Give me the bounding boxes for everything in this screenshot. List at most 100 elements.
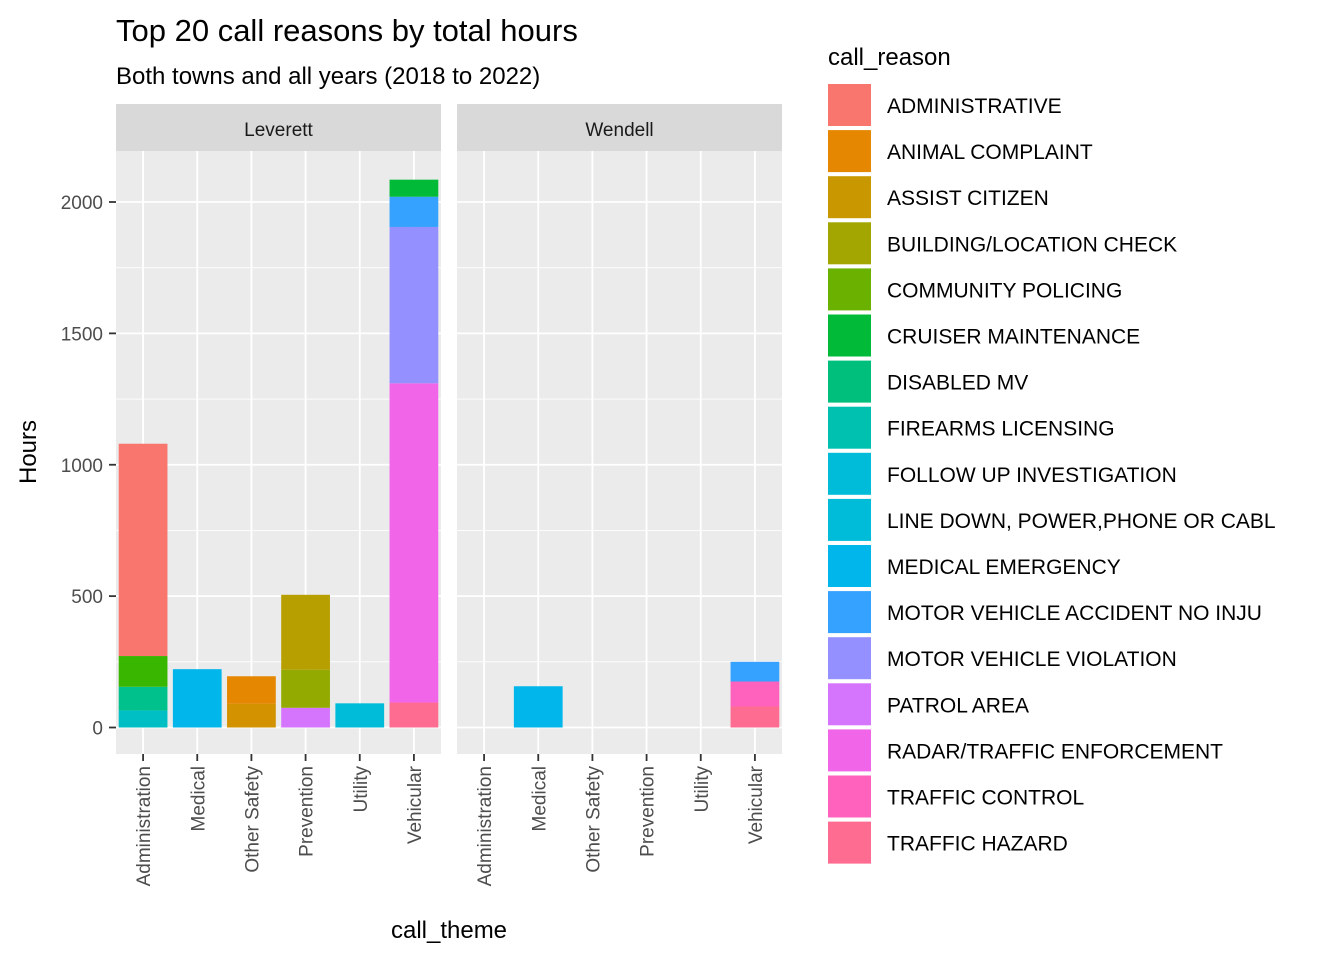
legend-key: [828, 821, 871, 864]
bar-segment: [227, 703, 276, 728]
legend-key: [828, 637, 871, 680]
legend-key: [828, 545, 871, 587]
legend-label: ADMINISTRATIVE: [887, 95, 1062, 118]
legend-item: CRUISER MAINTENANCE: [828, 314, 1140, 357]
bar-segment: [118, 686, 168, 711]
chart-subtitle: Both towns and all years (2018 to 2022): [116, 63, 540, 90]
x-tick-label: Other Safety: [242, 766, 263, 873]
legend-item: FIREARMS LICENSING: [828, 406, 1115, 449]
legend-key: [828, 498, 871, 541]
bar-segment: [172, 669, 222, 728]
x-tick-label: Utility: [692, 766, 713, 813]
legend-label: COMMUNITY POLICING: [887, 279, 1122, 302]
legend-key: [828, 683, 871, 726]
bar-segment: [730, 661, 780, 682]
legend-key: [828, 406, 871, 449]
legend-item: RADAR/TRAFFIC ENFORCEMENT: [828, 729, 1223, 772]
legend-label: FIREARMS LICENSING: [887, 418, 1115, 441]
legend-label: FOLLOW UP INVESTIGATION: [887, 464, 1177, 487]
legend-item: MOTOR VEHICLE ACCIDENT NO INJU: [828, 591, 1262, 634]
y-tick-label: 0: [92, 719, 103, 740]
panel-background: [116, 151, 441, 754]
bar-segment: [389, 196, 439, 227]
legend-label: LINE DOWN, POWER,PHONE OR CABL: [887, 510, 1276, 533]
legend-label: MOTOR VEHICLE VIOLATION: [887, 648, 1177, 671]
bar-segment: [335, 703, 385, 728]
legend-item: LINE DOWN, POWER,PHONE OR CABL: [828, 498, 1276, 541]
bar-segment: [118, 710, 168, 728]
bar-segment: [513, 686, 563, 728]
legend-label: MEDICAL EMERGENCY: [887, 556, 1121, 579]
bar-segment: [389, 179, 439, 197]
legend-label: CRUISER MAINTENANCE: [887, 326, 1140, 349]
y-tick-label: 500: [71, 587, 103, 608]
chart-title: Top 20 call reasons by total hours: [116, 13, 578, 48]
legend-key: [828, 360, 871, 403]
facet-strip: [116, 104, 441, 151]
bar-segment: [281, 594, 330, 670]
legend-key: [828, 176, 871, 219]
legend-key: [828, 222, 871, 265]
legend-item: ANIMAL COMPLAINT: [828, 130, 1093, 173]
bar-segment: [227, 676, 276, 704]
x-tick-label: Prevention: [297, 766, 318, 857]
facet-panels: Leverett Administration Medical Other Safet…: [116, 104, 782, 886]
legend-key: [828, 268, 871, 311]
bar-segment: [118, 443, 168, 657]
legend: ADMINISTRATIVE ANIMAL COMPLAINT ASSIST CIT…: [828, 84, 1276, 864]
legend-key: [828, 729, 871, 772]
legend-label: BUILDING/LOCATION CHECK: [887, 233, 1177, 256]
bar-segment: [389, 702, 439, 728]
bar-segment: [730, 681, 780, 707]
legend-key: [828, 314, 871, 357]
facet-strip: [457, 104, 782, 151]
bar-segment: [281, 669, 330, 708]
bar-segment: [118, 656, 168, 687]
y-tick-label: 1500: [61, 324, 103, 345]
legend-title: call_reason: [828, 44, 951, 71]
x-tick-label: Prevention: [638, 766, 659, 857]
legend-label: RADAR/TRAFFIC ENFORCEMENT: [887, 740, 1223, 763]
x-tick-label: Medical: [529, 766, 550, 831]
y-axis: 0 500 1000 1500 2000: [61, 193, 116, 740]
legend-item: ASSIST CITIZEN: [828, 176, 1049, 219]
bar-segment: [389, 226, 439, 384]
legend-key: [828, 84, 871, 126]
x-axis-title: call_theme: [391, 917, 507, 944]
facet-panel-wendell: Wendell Administration Medical Other Safety…: [457, 104, 782, 886]
legend-label: ASSIST CITIZEN: [887, 187, 1049, 210]
legend-label: PATROL AREA: [887, 694, 1029, 717]
facet-strip-label: Leverett: [244, 120, 313, 141]
legend-label: DISABLED MV: [887, 372, 1028, 395]
x-tick-label: Vehicular: [405, 765, 426, 844]
legend-key: [828, 591, 871, 634]
bar-segment: [281, 707, 330, 728]
legend-label: ANIMAL COMPLAINT: [887, 141, 1093, 164]
legend-item: MEDICAL EMERGENCY: [828, 545, 1121, 587]
bar-segment: [730, 706, 780, 728]
x-tick-label: Vehicular: [746, 765, 767, 844]
x-tick-label: Utility: [351, 766, 372, 813]
legend-item: TRAFFIC CONTROL: [828, 775, 1084, 818]
panel-background: [457, 151, 782, 754]
legend-key: [828, 130, 871, 173]
x-tick-label: Medical: [188, 766, 209, 831]
legend-item: TRAFFIC HAZARD: [828, 821, 1068, 864]
y-tick-label: 2000: [61, 193, 103, 214]
legend-item: FOLLOW UP INVESTIGATION: [828, 452, 1177, 495]
x-tick-label: Other Safety: [583, 766, 604, 873]
legend-item: MOTOR VEHICLE VIOLATION: [828, 637, 1177, 680]
x-tick-label: Administration: [134, 766, 155, 886]
legend-key: [828, 775, 871, 818]
x-tick-label: Administration: [475, 766, 496, 886]
bar-segment: [389, 383, 439, 703]
legend-key: [828, 452, 871, 495]
legend-item: COMMUNITY POLICING: [828, 268, 1122, 311]
y-tick-label: 1000: [61, 456, 103, 477]
legend-label: TRAFFIC HAZARD: [887, 833, 1068, 856]
legend-item: BUILDING/LOCATION CHECK: [828, 222, 1177, 265]
legend-item: ADMINISTRATIVE: [828, 84, 1062, 126]
facet-strip-label: Wendell: [585, 120, 653, 141]
y-axis-title: Hours: [15, 420, 42, 484]
